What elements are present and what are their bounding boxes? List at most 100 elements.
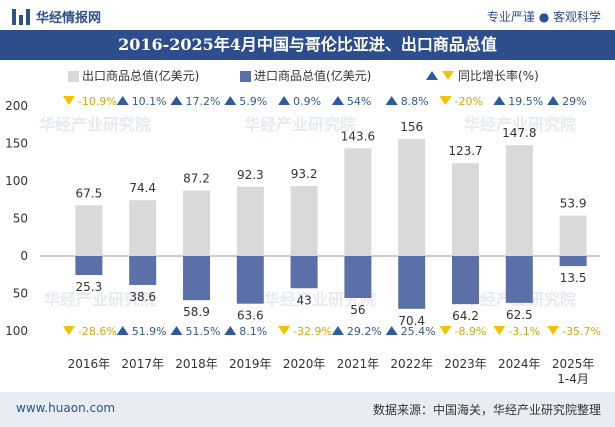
export-growth-label: 5.9%: [239, 95, 267, 108]
import-value-label: 70.4: [398, 314, 425, 328]
import-bar: [236, 256, 264, 304]
export-bar: [398, 139, 426, 256]
export-growth-label: 8.8%: [401, 95, 429, 108]
export-value-label: 93.2: [291, 167, 318, 181]
data-source: 数据来源：中国海关，华经产业研究院整理: [372, 403, 601, 417]
up-triangle-icon: [385, 326, 398, 335]
import-value-label: 25.3: [76, 280, 103, 294]
import-value-label: 56: [350, 303, 365, 317]
up-triangle-icon: [493, 96, 506, 105]
export-value-label: 143.6: [341, 129, 375, 143]
up-triangle-icon: [547, 96, 560, 105]
x-tick-label: 2019年: [229, 357, 272, 371]
up-triangle-icon: [224, 96, 237, 105]
import-bar: [183, 256, 210, 301]
up-triangle-icon: [116, 96, 129, 105]
down-triangle-icon: [62, 96, 75, 105]
footer: www.huaon.com 数据来源：中国海关，华经产业研究院整理: [0, 392, 615, 427]
down-triangle-icon: [439, 96, 452, 105]
import-growth-label: -35.7%: [562, 325, 601, 338]
import-value-label: 58.9: [183, 305, 210, 319]
export-value-label: 87.2: [183, 172, 210, 186]
export-bar: [452, 163, 479, 256]
down-triangle-icon: [547, 326, 560, 335]
up-triangle-icon: [224, 326, 237, 335]
import-growth-label: 8.1%: [239, 325, 267, 338]
bar-chart-icon: [12, 8, 30, 25]
import-growth-label: -32.9%: [293, 325, 332, 338]
x-tick-label: 2017年: [121, 357, 164, 371]
import-bar: [452, 256, 479, 305]
import-bar: [129, 256, 157, 285]
chart-title: 2016-2025年4月中国与哥伦比亚进、出口商品总值: [118, 35, 497, 54]
x-tick-label: 2018年: [175, 357, 218, 371]
up-triangle-icon: [116, 326, 129, 335]
down-triangle-icon: [493, 326, 506, 335]
export-growth-label: 17.2%: [186, 95, 221, 108]
x-tick-label: 2016年: [68, 357, 111, 371]
watermark-3: 华经产业研究院: [44, 290, 156, 309]
export-bar: [183, 190, 210, 256]
export-growth-label: -20%: [455, 95, 483, 108]
import-bar: [344, 256, 372, 298]
import-growth-label: -28.6%: [78, 325, 117, 338]
import-bar: [505, 256, 533, 303]
import-value-label: 13.5: [560, 271, 587, 285]
up-triangle-icon: [385, 96, 398, 105]
export-bar: [344, 148, 372, 256]
up-triangle-icon: [278, 96, 291, 105]
export-growth-label: 19.5%: [508, 95, 543, 108]
down-triangle-icon: [439, 326, 452, 335]
y-tick-label: 0: [20, 249, 28, 263]
watermark-0: 华经产业研究院: [39, 115, 151, 134]
export-value-label: 156: [400, 120, 423, 134]
watermark-1: 华经产业研究院: [244, 115, 356, 134]
up-triangle-icon: [331, 326, 344, 335]
tagline: 专业严谨 ● 客观科学: [486, 10, 601, 24]
top-bar: 华经情报网 专业严谨 ● 客观科学: [0, 0, 615, 30]
up-triangle-icon: [170, 96, 183, 105]
import-bar: [559, 256, 587, 267]
footer-url[interactable]: www.huaon.com: [16, 401, 116, 415]
import-bar: [398, 256, 426, 309]
import-growth-label: 51.9%: [132, 325, 167, 338]
x-tick-label: 1-4月: [557, 372, 589, 386]
export-growth-label: -10.9%: [78, 95, 117, 108]
x-tick-label: 2022年: [390, 357, 433, 371]
title-bar: 2016-2025年4月中国与哥伦比亚进、出口商品总值: [0, 30, 615, 60]
import-growth-label: 25.4%: [401, 325, 436, 338]
y-tick-label: 50: [13, 287, 28, 301]
export-bar: [505, 145, 533, 256]
x-tick-label: 2025年: [552, 357, 595, 371]
import-growth-label: 29.2%: [347, 325, 382, 338]
import-value-label: 62.5: [506, 308, 533, 322]
import-growth-label: -8.9%: [455, 325, 487, 338]
import-value-label: 38.6: [129, 290, 156, 304]
x-tick-label: 2021年: [337, 357, 380, 371]
export-bar: [236, 186, 264, 256]
export-bar: [75, 205, 103, 256]
chart: 华经产业研究院华经产业研究院华经产业研究院华经产业研究院华经产业研究院华经产业研…: [5, 68, 601, 386]
x-tick-label: 2024年: [498, 357, 541, 371]
export-bar: [129, 200, 157, 256]
up-triangle-icon: [331, 96, 344, 105]
down-triangle-icon: [62, 326, 75, 335]
import-growth-label: 51.5%: [186, 325, 221, 338]
export-value-label: 147.8: [502, 126, 536, 140]
export-growth-label: 29%: [562, 95, 586, 108]
export-growth-label: 10.1%: [132, 95, 167, 108]
legend-down-triangle-icon: [442, 71, 454, 80]
y-tick-label: 100: [5, 174, 28, 188]
legend-swatch-import: [240, 71, 251, 82]
import-value-label: 63.6: [237, 309, 264, 323]
legend-label-growth: 同比增长率(%): [458, 68, 539, 83]
watermark-2: 华经产业研究院: [464, 115, 576, 134]
export-value-label: 92.3: [237, 168, 264, 182]
export-bar: [559, 215, 587, 256]
import-growth-label: -3.1%: [508, 325, 540, 338]
legend-up-triangle-icon: [426, 71, 438, 80]
y-tick-label: 200: [5, 99, 28, 113]
brand[interactable]: 华经情报网: [12, 7, 101, 26]
export-value-label: 74.4: [129, 181, 156, 195]
import-value-label: 64.2: [452, 309, 479, 323]
